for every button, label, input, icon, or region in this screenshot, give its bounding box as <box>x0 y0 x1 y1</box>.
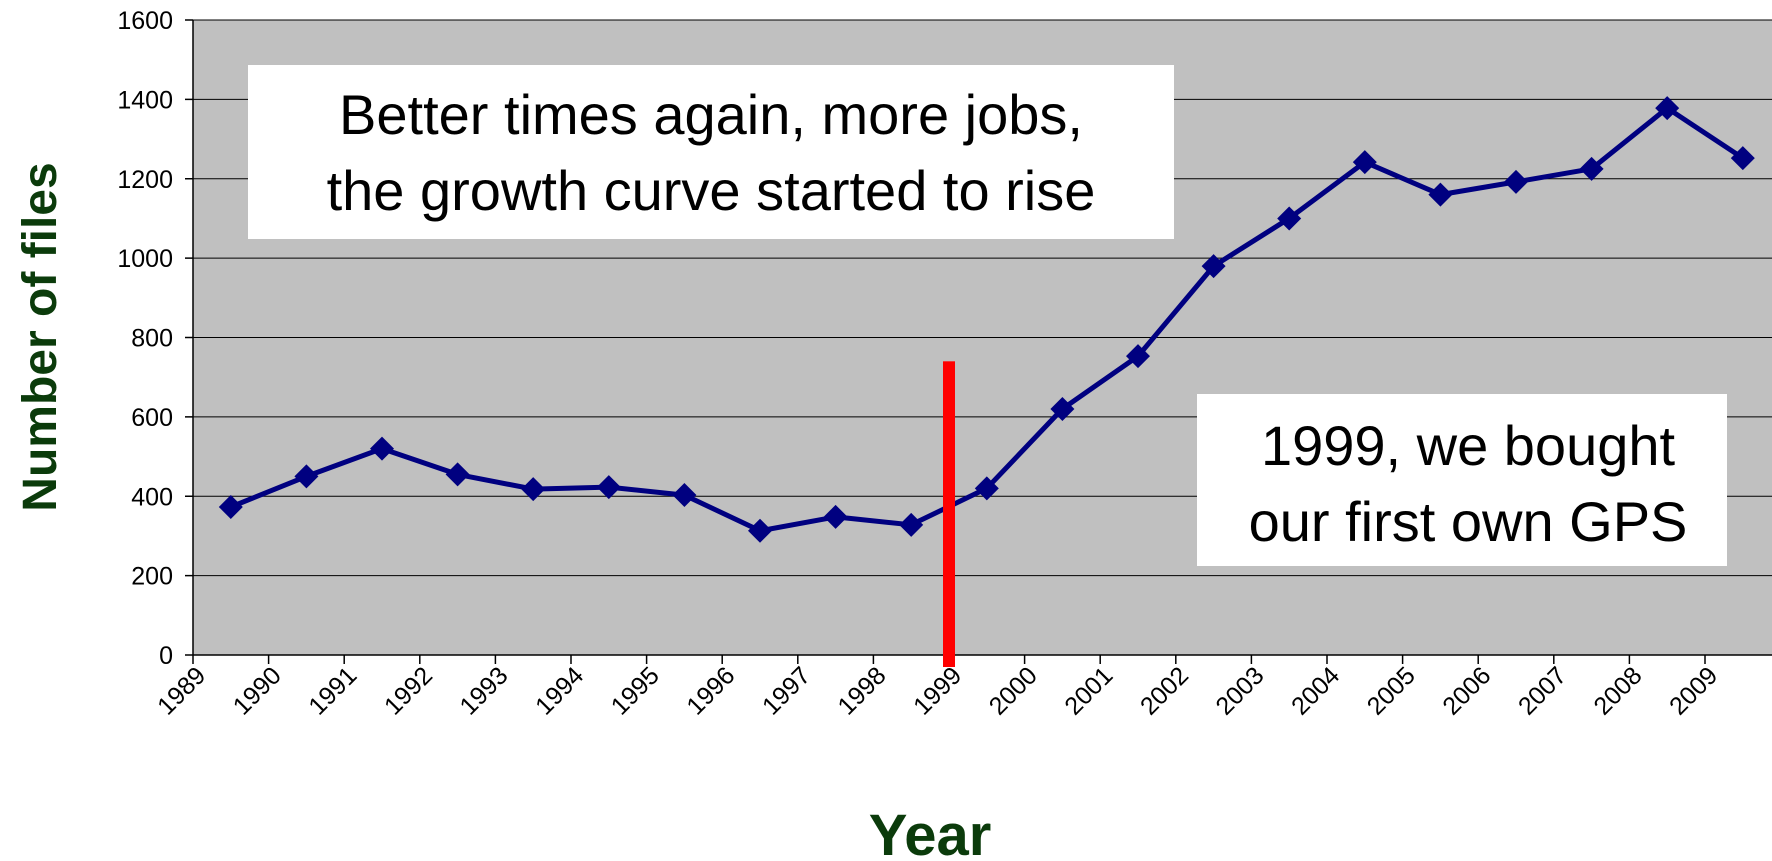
annotation-growth-line-1: Better times again, more jobs, <box>339 83 1083 146</box>
y-tick-label-800: 800 <box>131 325 173 353</box>
x-tick-label-1995: 1995 <box>606 661 665 720</box>
data-point-2003 <box>1277 206 1302 231</box>
x-tick-label-2002: 2002 <box>1135 661 1194 720</box>
data-point-1993 <box>521 477 546 502</box>
data-point-1992 <box>445 462 470 487</box>
x-tick-label-2003: 2003 <box>1211 661 1270 720</box>
data-point-2000 <box>1050 396 1075 421</box>
annotation-growth-line-2: the growth curve started to rise <box>327 159 1096 222</box>
x-axis-title: Year <box>869 803 992 861</box>
data-point-2009 <box>1730 146 1755 171</box>
annotation-growth: Better times again, more jobs, the growt… <box>248 65 1174 239</box>
y-tick-label-1400: 1400 <box>117 86 173 114</box>
x-tick-label-2009: 2009 <box>1664 661 1723 720</box>
series-markers <box>218 96 1755 543</box>
x-tick-label-1997: 1997 <box>757 661 816 720</box>
data-point-1996 <box>748 518 772 543</box>
data-point-2006 <box>1504 169 1528 194</box>
x-tick-label-1996: 1996 <box>681 661 740 720</box>
data-point-2008 <box>1655 96 1680 121</box>
x-tick-label-2005: 2005 <box>1362 661 1421 720</box>
y-tick-label-400: 400 <box>131 483 173 511</box>
y-axis-title: Number of files <box>14 162 67 511</box>
data-point-2004 <box>1352 150 1377 175</box>
x-tick-label-1994: 1994 <box>530 661 589 720</box>
x-tick-label-1998: 1998 <box>833 661 892 720</box>
x-tick-label-2008: 2008 <box>1589 661 1648 720</box>
x-tick-label-2001: 2001 <box>1059 661 1118 720</box>
data-point-1998 <box>899 512 924 537</box>
x-tick-label-1990: 1990 <box>228 661 287 720</box>
data-point-1995 <box>672 483 697 508</box>
y-tick-label-600: 600 <box>131 404 173 432</box>
data-point-2002 <box>1201 254 1226 279</box>
annotation-gps-line-2: our first own GPS <box>1249 490 1688 553</box>
x-tick-label-1992: 1992 <box>379 661 438 720</box>
annotation-gps-line-1: 1999, we bought <box>1261 414 1676 477</box>
x-tick-label-1989: 1989 <box>152 661 211 720</box>
data-point-2001 <box>1126 344 1150 369</box>
y-tick-label-1000: 1000 <box>117 245 173 273</box>
x-tick-label-2006: 2006 <box>1437 661 1496 720</box>
x-tick-label-2000: 2000 <box>984 661 1043 720</box>
x-tick-label-1993: 1993 <box>455 661 514 720</box>
y-axis-ticks: 0 200 400 600 800 1000 1200 1400 1600 <box>117 7 193 670</box>
data-point-1989 <box>218 494 243 519</box>
x-tick-label-2004: 2004 <box>1286 661 1345 720</box>
data-point-2005 <box>1428 182 1453 207</box>
data-point-1999 <box>974 476 999 501</box>
data-point-1990 <box>294 464 319 489</box>
year-1999-marker-line <box>943 361 955 667</box>
y-tick-label-1200: 1200 <box>117 166 173 194</box>
annotation-growth-box <box>248 65 1174 239</box>
annotation-gps: 1999, we bought our first own GPS <box>1197 394 1727 566</box>
y-tick-label-1600: 1600 <box>117 7 173 35</box>
y-tick-label-0: 0 <box>159 642 173 670</box>
data-point-1991 <box>370 436 394 461</box>
data-point-1997 <box>823 504 848 529</box>
data-point-2007 <box>1579 156 1604 181</box>
x-tick-label-1991: 1991 <box>303 661 362 720</box>
x-axis-ticks: 1989 1990 1991 1992 1993 1994 1995 1996 1997 1998… <box>152 655 1723 721</box>
x-tick-label-2007: 2007 <box>1513 661 1572 720</box>
y-tick-label-200: 200 <box>131 563 173 591</box>
data-point-1994 <box>596 475 621 500</box>
x-tick-label-1999: 1999 <box>908 661 967 720</box>
annotation-gps-box <box>1197 394 1727 566</box>
